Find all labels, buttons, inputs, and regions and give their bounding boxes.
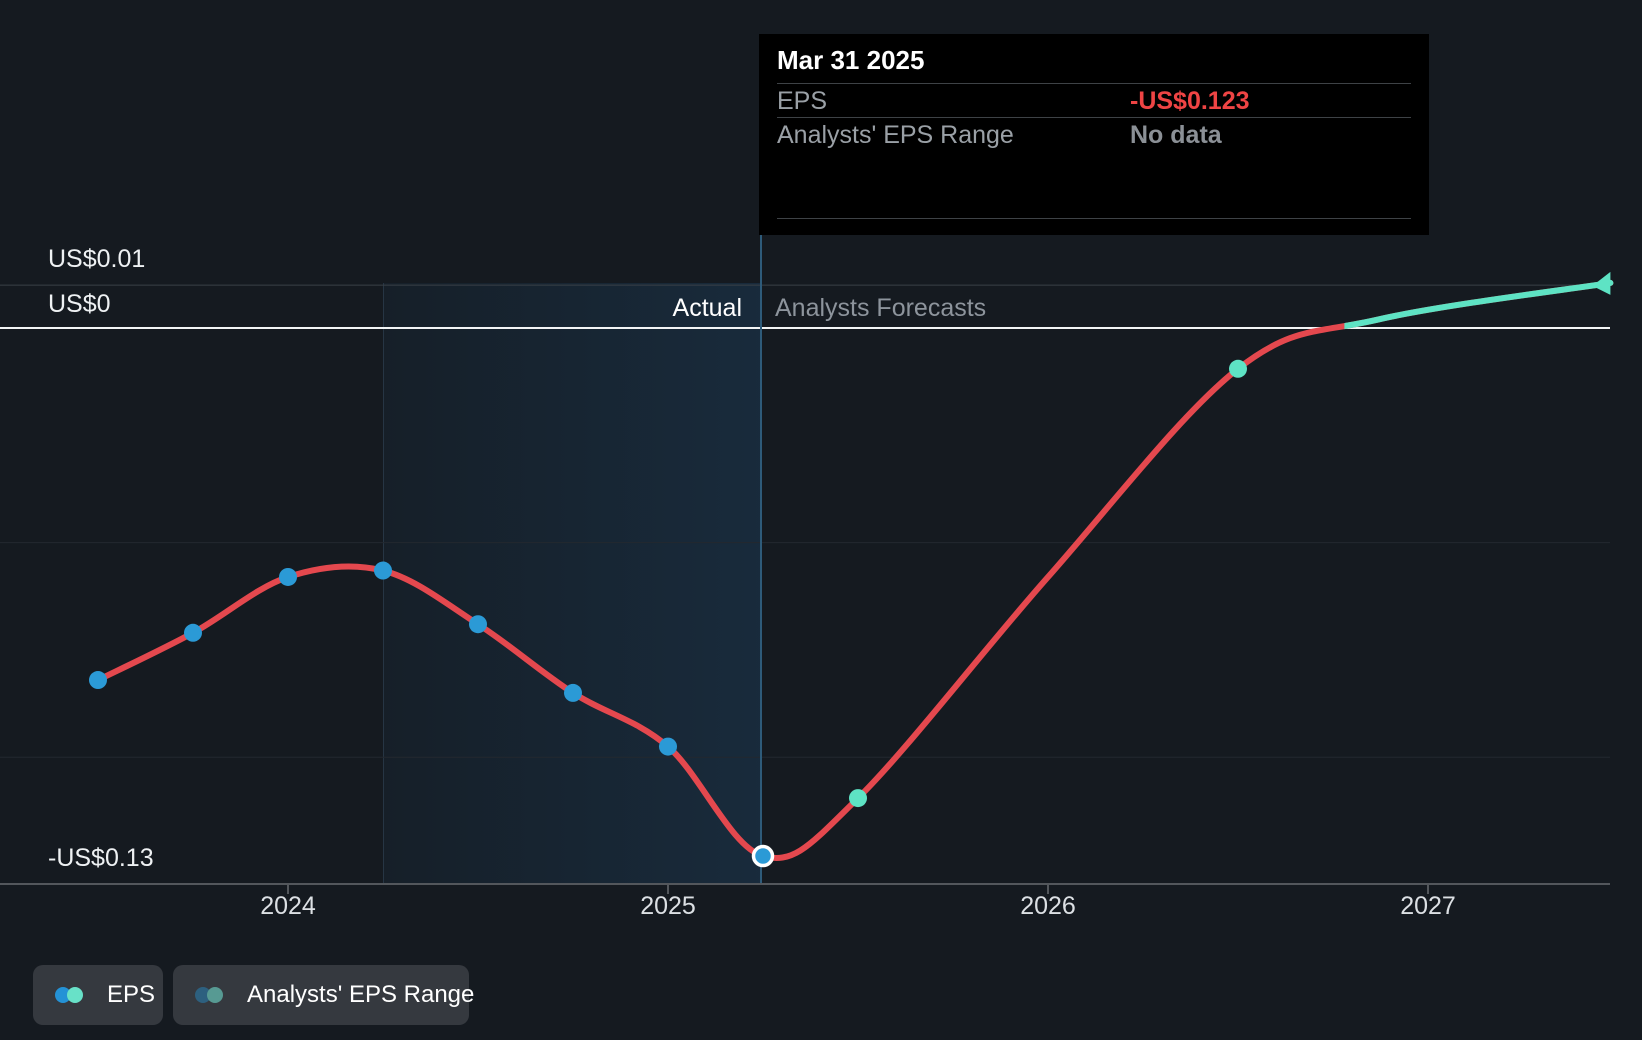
tooltip-range-label: Analysts' EPS Range	[777, 121, 1014, 149]
tooltip-divider	[777, 117, 1411, 118]
tooltip-divider	[777, 83, 1411, 84]
actual-data-point-marker[interactable]	[564, 683, 582, 702]
range-legend-dots-icon	[195, 987, 223, 1003]
actual-data-point-marker[interactable]	[184, 623, 202, 642]
y-axis-label-zero: US$0	[48, 290, 111, 318]
x-axis-label-2024: 2024	[260, 892, 316, 920]
actual-data-point-marker[interactable]	[89, 671, 107, 690]
actual-data-point-marker[interactable]	[469, 615, 487, 634]
actual-data-point-marker[interactable]	[659, 737, 677, 756]
y-axis-label-001: US$0.01	[48, 245, 146, 273]
tooltip-divider	[777, 218, 1411, 219]
tooltip-range-value: No data	[1130, 121, 1222, 149]
tooltip-eps-value: -US$0.123	[1130, 87, 1250, 115]
forecast-section-label: Analysts Forecasts	[775, 294, 987, 322]
eps-line-negative	[95, 279, 1614, 861]
tooltip-date: Mar 31 2025	[777, 45, 925, 75]
x-axis-label-2025: 2025	[640, 892, 696, 920]
line-end-arrow-icon	[1592, 271, 1611, 295]
legend-eps-label: EPS	[107, 981, 156, 1008]
legend-toggle-eps[interactable]: EPS	[33, 965, 163, 1025]
actual-data-point-marker[interactable]	[374, 561, 392, 580]
tooltip-eps-label: EPS	[777, 87, 828, 115]
y-axis-label-min: -US$0.13	[48, 844, 154, 872]
forecast-data-point-marker[interactable]	[1229, 359, 1247, 378]
eps-legend-dots-icon	[55, 987, 83, 1003]
legend-toggle-analysts-eps-range[interactable]: Analysts' EPS Range	[173, 965, 474, 1025]
x-axis-label-2027: 2027	[1400, 892, 1456, 920]
hover-tooltip: Mar 31 2025 EPS -US$0.123 Analysts' EPS …	[759, 34, 1429, 235]
hovered-data-point-marker[interactable]	[751, 844, 775, 868]
forecast-data-point-marker[interactable]	[849, 789, 867, 808]
x-axis-label-2026: 2026	[1020, 892, 1076, 920]
legend-range-label: Analysts' EPS Range	[247, 981, 475, 1008]
actual-section-label: Actual	[672, 294, 742, 322]
actual-data-point-marker[interactable]	[279, 567, 297, 586]
